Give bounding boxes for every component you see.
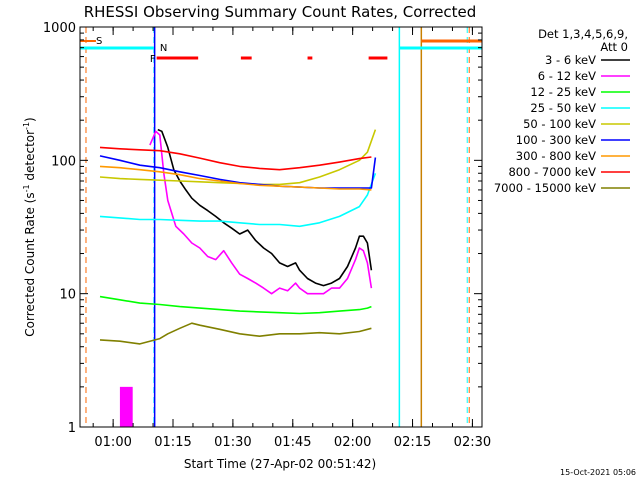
x-tick-label-1: 01:15	[154, 435, 191, 450]
y-axis-label-part3: )	[23, 117, 37, 122]
timestamp: 15-Oct-2021 05:06	[560, 468, 636, 477]
series-line-3	[99, 173, 377, 228]
y-axis-label-sup1: -1	[22, 184, 31, 192]
flare-flag-label: F	[150, 54, 156, 65]
axis-ticks: 1 10 100 1000 01:00 01:15 01:30 01:45 02:00 02:15…	[43, 21, 491, 450]
legend-label-8: 7000 - 15000 keV	[494, 181, 596, 195]
x-tick-label-3: 01:45	[274, 435, 311, 450]
x-tick-label-5: 02:15	[394, 435, 431, 450]
y-axis-label-sup2: -1	[22, 122, 31, 130]
y-tick-label-0: 1	[68, 421, 76, 436]
chart-title: RHESSI Observing Summary Count Rates, Co…	[84, 3, 477, 21]
legend-label-4: 50 - 100 keV	[523, 117, 596, 131]
saa-flag-label: S	[96, 36, 102, 47]
legend-header-0: Det 1,3,4,5,6,9,	[538, 27, 628, 41]
night-flag-label: N	[160, 43, 167, 54]
x-tick-label-2: 01:30	[214, 435, 251, 450]
series-line-1	[149, 130, 373, 295]
legend-label-2: 12 - 25 keV	[530, 85, 596, 99]
series-line-4	[99, 129, 377, 186]
legend-label-0: 3 - 6 keV	[545, 53, 596, 67]
legend-label-7: 800 - 7000 keV	[508, 165, 596, 179]
series-line-6	[99, 165, 372, 191]
legend-label-5: 100 - 300 keV	[516, 133, 596, 147]
x-axis-label: Start Time (27-Apr-02 00:51:42)	[184, 457, 376, 471]
magenta-low-block	[119, 386, 133, 427]
y-axis-label-part2: detector	[23, 130, 37, 185]
legend-label-1: 6 - 12 keV	[538, 69, 596, 83]
series-line-2	[99, 295, 372, 315]
y-axis-label: Corrected Count Rate (s-1 detector-1)	[22, 117, 37, 336]
x-tick-label-4: 02:00	[334, 435, 371, 450]
series-line-8	[99, 322, 372, 345]
y-tick-label-1: 10	[59, 288, 76, 303]
legend-header-1: Att 0	[600, 40, 628, 54]
y-axis-label-part1: Corrected Count Rate (s	[23, 192, 37, 336]
x-tick-label-6: 02:30	[454, 435, 491, 450]
legend: Det 1,3,4,5,6,9,Att 0 3 - 6 keV 6 - 12 keV…	[494, 27, 630, 195]
legend-label-3: 25 - 50 keV	[530, 101, 596, 115]
legend-label-6: 300 - 800 keV	[516, 149, 596, 163]
plot-decorations: S NF	[80, 27, 482, 427]
x-tick-label-0: 01:00	[94, 435, 131, 450]
series-line-7	[99, 146, 372, 171]
series-line-5	[99, 155, 377, 189]
y-tick-label-2: 100	[51, 154, 76, 169]
series-line-0	[157, 128, 373, 287]
y-tick-label-3: 1000	[43, 21, 76, 36]
series-layer	[99, 128, 377, 427]
plot-frame	[79, 26, 483, 428]
